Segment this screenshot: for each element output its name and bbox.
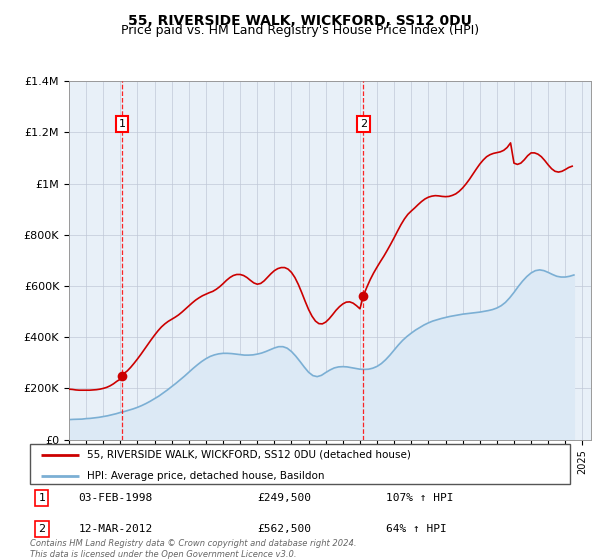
Text: 2: 2 (360, 119, 367, 129)
Text: Contains HM Land Registry data © Crown copyright and database right 2024.
This d: Contains HM Land Registry data © Crown c… (30, 539, 356, 559)
Text: 1: 1 (38, 493, 46, 503)
FancyBboxPatch shape (30, 444, 570, 484)
Text: £249,500: £249,500 (257, 493, 311, 503)
Text: Price paid vs. HM Land Registry's House Price Index (HPI): Price paid vs. HM Land Registry's House … (121, 24, 479, 36)
Text: 107% ↑ HPI: 107% ↑ HPI (386, 493, 454, 503)
Text: 55, RIVERSIDE WALK, WICKFORD, SS12 0DU: 55, RIVERSIDE WALK, WICKFORD, SS12 0DU (128, 14, 472, 28)
Text: 1: 1 (119, 119, 125, 129)
Text: HPI: Average price, detached house, Basildon: HPI: Average price, detached house, Basi… (86, 470, 324, 480)
Text: 2: 2 (38, 524, 46, 534)
Text: 64% ↑ HPI: 64% ↑ HPI (386, 524, 447, 534)
Text: £562,500: £562,500 (257, 524, 311, 534)
Text: 12-MAR-2012: 12-MAR-2012 (79, 524, 153, 534)
Text: 03-FEB-1998: 03-FEB-1998 (79, 493, 153, 503)
Text: 55, RIVERSIDE WALK, WICKFORD, SS12 0DU (detached house): 55, RIVERSIDE WALK, WICKFORD, SS12 0DU (… (86, 450, 410, 460)
